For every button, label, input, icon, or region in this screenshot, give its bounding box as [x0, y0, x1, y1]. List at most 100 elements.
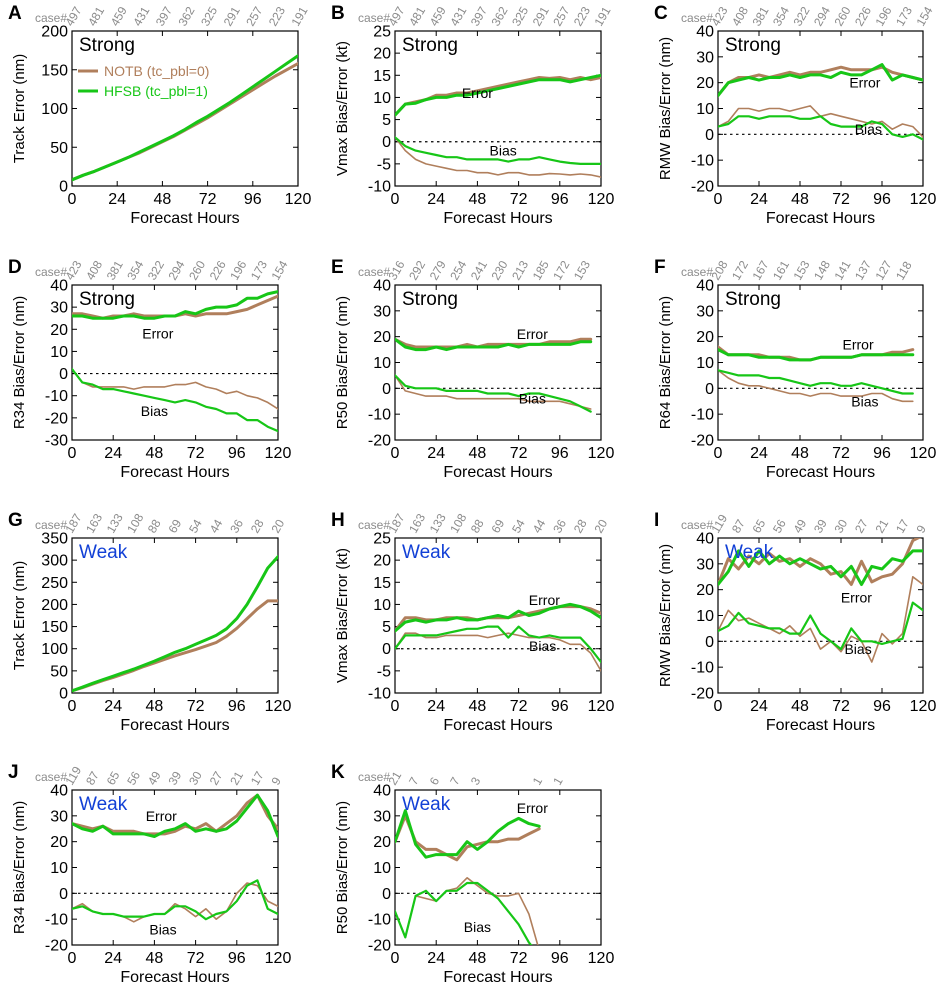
x-tick-label: 72	[187, 698, 205, 715]
category-label: Weak	[402, 542, 451, 563]
x-tick-label: 0	[68, 445, 77, 462]
x-tick-label: 72	[510, 445, 528, 462]
case-number: 3	[468, 774, 484, 787]
bias-line-notb	[395, 374, 592, 410]
y-tick-label: 0	[59, 886, 68, 903]
plot-frame	[394, 537, 602, 694]
y-tick-label: -5	[377, 156, 391, 173]
x-tick-label: 48	[469, 445, 487, 462]
category-label: Weak	[725, 542, 774, 563]
x-tick-label: 96	[551, 191, 569, 208]
y-tick-label: 40	[696, 531, 714, 548]
x-tick-label: 48	[469, 191, 487, 208]
case-number: 20	[268, 517, 287, 536]
x-tick-label: 0	[391, 698, 400, 715]
case-number: 260	[186, 258, 208, 283]
panel-letter: D	[8, 257, 22, 278]
case-number: 133	[427, 511, 449, 536]
x-tick-label: 96	[551, 445, 569, 462]
case-number: 39	[165, 769, 184, 788]
case-number: 325	[509, 4, 531, 29]
bias-line-hfsb	[395, 136, 601, 165]
y-tick-label: -5	[377, 663, 391, 680]
y-tick-label: 40	[696, 278, 714, 295]
case-number: 362	[175, 4, 197, 29]
y-tick-label: 150	[41, 62, 68, 79]
case-number: 69	[165, 517, 184, 536]
x-tick-label: 24	[750, 191, 768, 208]
case-number: 7	[406, 774, 422, 787]
bias-annotation: Bias	[855, 121, 882, 137]
category-label: Strong	[79, 289, 135, 310]
bias-annotation: Bias	[851, 393, 878, 409]
y-axis-label: R34 Bias/Error (nm)	[11, 801, 28, 934]
y-tick-label: -20	[691, 179, 714, 196]
y-tick-label: -20	[691, 433, 714, 450]
y-tick-label: -10	[368, 912, 391, 929]
y-tick-label: -10	[368, 407, 391, 424]
case-number: 65	[104, 769, 123, 788]
x-tick-label: 24	[108, 191, 126, 208]
case-number: 191	[591, 4, 613, 29]
y-tick-label: -20	[45, 410, 68, 427]
bias-line-hfsb	[395, 881, 533, 945]
bias-line-notb	[395, 136, 601, 178]
x-axis-label: Forecast Hours	[130, 210, 239, 227]
bias-line-hfsb	[718, 369, 914, 395]
case-header: case#	[358, 518, 390, 532]
error-line-hfsb	[718, 549, 923, 586]
case-number: 223	[571, 4, 593, 29]
x-tick-label: 96	[228, 950, 246, 967]
x-tick-label: 24	[104, 950, 122, 967]
y-tick-label: 10	[50, 860, 68, 877]
y-tick-label: 30	[50, 808, 68, 825]
case-header: case#	[358, 265, 390, 279]
x-tick-label: 24	[750, 698, 768, 715]
error-annotation: Error	[142, 326, 173, 342]
x-tick-label: 120	[588, 698, 615, 715]
x-axis-label: Forecast Hours	[443, 210, 552, 227]
case-header: case#	[35, 11, 67, 25]
x-tick-label: 96	[228, 445, 246, 462]
x-tick-label: 0	[391, 445, 400, 462]
case-number: 9	[913, 522, 929, 535]
case-number: 213	[509, 258, 531, 283]
case-number: 133	[104, 511, 126, 536]
y-axis-label: Vmax Bias/Error (kt)	[334, 548, 351, 683]
error-annotation: Error	[517, 800, 548, 816]
case-number: 191	[288, 4, 310, 29]
y-tick-label: -10	[368, 686, 391, 703]
y-tick-label: 20	[373, 553, 391, 570]
case-number: 408	[83, 258, 105, 283]
category-label: Weak	[79, 794, 128, 815]
case-number: 21	[872, 517, 891, 536]
case-number: 1	[550, 774, 566, 787]
case-number: 362	[488, 4, 510, 29]
error-annotation: Error	[841, 589, 872, 605]
case-number: 291	[221, 4, 243, 29]
case-number: 27	[852, 517, 871, 536]
y-tick-label: 15	[373, 68, 391, 85]
x-tick-label: 120	[588, 191, 615, 208]
case-number: 118	[893, 259, 915, 283]
case-number: 108	[447, 511, 469, 536]
panel-letter: I	[654, 510, 659, 531]
case-number: 230	[488, 258, 510, 283]
category-label: Strong	[725, 289, 781, 310]
y-tick-label: 50	[50, 663, 68, 680]
case-number: 397	[153, 4, 175, 29]
y-tick-label: 0	[59, 366, 68, 383]
error-annotation: Error	[529, 592, 560, 608]
case-number: 30	[186, 769, 205, 788]
case-number: 322	[790, 4, 812, 29]
case-number: 279	[427, 258, 449, 283]
case-number: 172	[729, 258, 751, 283]
y-tick-label: 30	[696, 49, 714, 66]
error-line-notb	[72, 62, 298, 182]
y-tick-label: 0	[382, 886, 391, 903]
case-number: 161	[770, 258, 792, 283]
bias-line-hfsb	[718, 601, 923, 651]
